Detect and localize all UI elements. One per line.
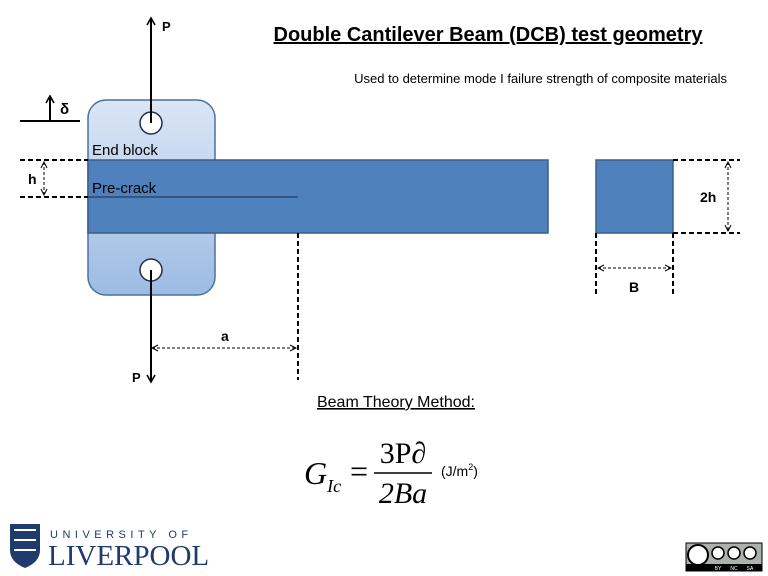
logo-line1: UNIVERSITY OF	[50, 529, 193, 541]
formula-g: G	[304, 455, 327, 491]
logo-shield	[10, 524, 40, 568]
badge-icon	[711, 546, 725, 560]
units-prefix: (J/m	[441, 463, 468, 479]
b-label: B	[629, 279, 639, 295]
badge-icon	[727, 546, 741, 560]
badge-sa: SA	[747, 566, 754, 572]
badge-strip	[686, 564, 762, 571]
title: Double Cantilever Beam (DCB) test geomet…	[274, 24, 704, 46]
units-exponent: 2	[468, 462, 473, 472]
logo-line2: LIVERPOOL	[48, 540, 209, 572]
method-title: Beam Theory Method:	[317, 394, 475, 411]
load-label: P	[132, 370, 141, 385]
formula-denominator: 2Ba	[379, 477, 427, 510]
a-label: a	[221, 328, 229, 344]
pre-crack-label: Pre-crack	[92, 180, 157, 197]
units-suffix: )	[473, 463, 478, 479]
formula-numerator: 3P∂	[380, 437, 427, 470]
badge-icon	[743, 546, 757, 560]
logo-shield-lines	[14, 529, 36, 551]
badge-by: BY	[715, 566, 722, 572]
formula-units: (J/m2)	[441, 462, 478, 479]
badge-nc: NC	[730, 566, 738, 572]
logo: UNIVERSITY OF LIVERPOOL	[10, 524, 209, 572]
formula-symbol: GIc	[304, 455, 341, 496]
formula-equals: =	[350, 453, 368, 489]
cross-section	[595, 159, 674, 234]
formula-subscript: Ic	[326, 476, 341, 496]
license-badge: BY NC SA	[685, 542, 763, 572]
h-label: h	[28, 171, 37, 187]
subtitle: Used to determine mode I failure strengt…	[354, 71, 727, 86]
delta-label: δ	[60, 101, 69, 118]
badge-cc	[687, 544, 709, 566]
two-h-label: 2h	[700, 189, 716, 205]
load-label: P	[162, 19, 171, 34]
end-block-label: End block	[92, 142, 158, 159]
